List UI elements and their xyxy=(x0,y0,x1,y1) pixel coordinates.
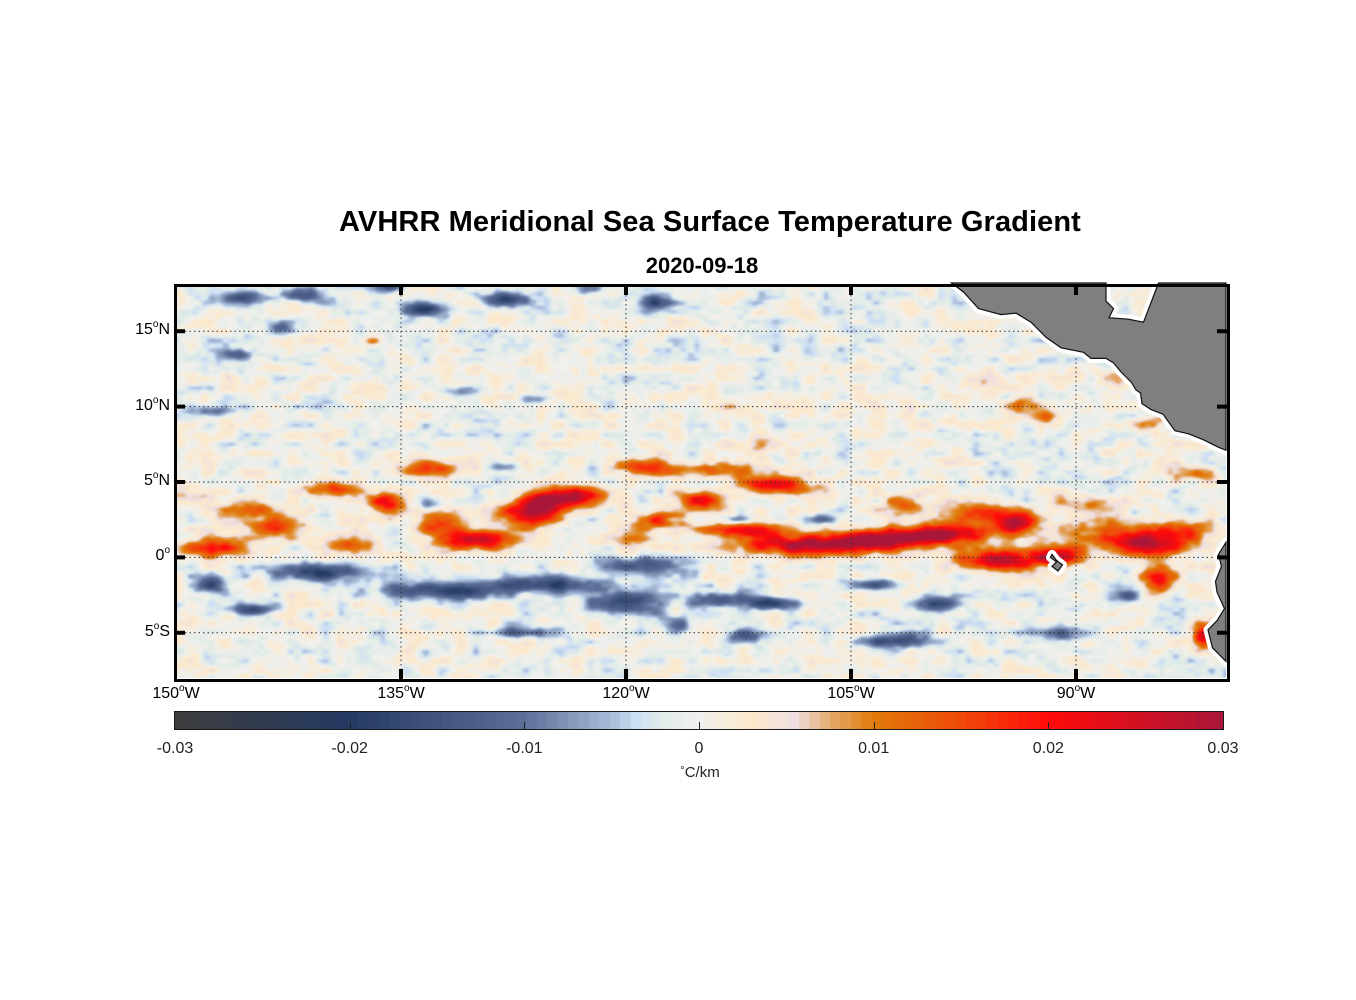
y-tick-label: 10oN xyxy=(110,394,170,415)
land-galapagos xyxy=(1049,553,1064,572)
hemisphere-letter: W xyxy=(634,685,650,702)
hemisphere-letter: W xyxy=(184,685,200,702)
degree-symbol: o xyxy=(629,683,635,694)
x-tick-label: 90oW xyxy=(1036,683,1116,703)
tick-number: 5 xyxy=(144,622,154,640)
colorbar-tick xyxy=(699,722,700,729)
x-tick-label: 150oW xyxy=(136,683,216,703)
tick-number: 150 xyxy=(152,685,180,702)
colorbar-tick xyxy=(1048,722,1050,729)
hemisphere-letter: N xyxy=(158,321,170,339)
colorbar xyxy=(174,711,1224,730)
colorbar-unit-label: °C/km xyxy=(660,764,740,781)
colorbar-tick-label: -0.02 xyxy=(331,740,368,757)
x-tick-label: 135oW xyxy=(361,683,441,703)
colorbar-tick-label: 0 xyxy=(694,740,704,757)
map-plot-area xyxy=(175,278,1231,679)
colorbar-tick-label: 0.01 xyxy=(858,740,890,757)
degree-symbol: o xyxy=(1074,683,1081,694)
map-title: AVHRR Meridional Sea Surface Temperature… xyxy=(339,206,1081,238)
tick-number: 15 xyxy=(135,321,153,339)
colorbar-tick-label: -0.03 xyxy=(156,740,194,757)
x-tick-label: 105oW xyxy=(811,683,891,703)
colorbar-tick xyxy=(873,722,875,729)
hemisphere-letter: N xyxy=(158,396,170,414)
degree-symbol: o xyxy=(152,394,159,406)
degree-symbol: o xyxy=(152,470,159,481)
y-tick-label: 15oN xyxy=(110,319,170,339)
map-subtitle: 2020-09-18 xyxy=(645,253,759,278)
colorbar-tick xyxy=(524,722,526,729)
tick-number: 135 xyxy=(377,685,405,702)
degree-symbol: o xyxy=(179,683,185,694)
degree-symbol: o xyxy=(164,545,170,557)
sst-gradient-field xyxy=(176,286,1226,678)
colorbar-tick-label: 0.03 xyxy=(1207,740,1239,757)
degree-symbol: o xyxy=(152,319,159,331)
degree-symbol: o xyxy=(404,683,410,694)
tick-number: 10 xyxy=(135,396,153,414)
tick-number: 90 xyxy=(1056,685,1075,702)
y-tick-label: 5oS xyxy=(110,620,170,641)
tick-number: 0 xyxy=(155,547,165,565)
tick-number: 105 xyxy=(827,685,855,702)
colorbar-tick-label: -0.01 xyxy=(506,740,543,757)
hemisphere-letter: S xyxy=(159,622,170,640)
unit-text: C/km xyxy=(684,764,720,781)
colorbar-gradient xyxy=(175,712,1223,729)
hemisphere-letter: W xyxy=(409,685,425,702)
hemisphere-letter: W xyxy=(1080,685,1096,702)
degree-symbol: ° xyxy=(680,765,685,777)
tick-number: 5 xyxy=(143,472,153,489)
land-central-america xyxy=(949,282,1227,452)
degree-symbol: o xyxy=(153,620,160,632)
tick-number: 120 xyxy=(602,685,630,702)
y-tick-label: 5oN xyxy=(110,470,170,490)
colorbar-tick-label: 0.02 xyxy=(1032,740,1064,757)
colorbar-tick xyxy=(349,722,351,729)
y-tick-label: 0o xyxy=(110,545,170,565)
degree-symbol: o xyxy=(854,683,860,694)
x-tick-label: 120oW xyxy=(586,683,666,703)
hemisphere-letter: N xyxy=(158,472,170,489)
map-overlay xyxy=(175,278,1231,679)
hemisphere-letter: W xyxy=(859,685,875,702)
